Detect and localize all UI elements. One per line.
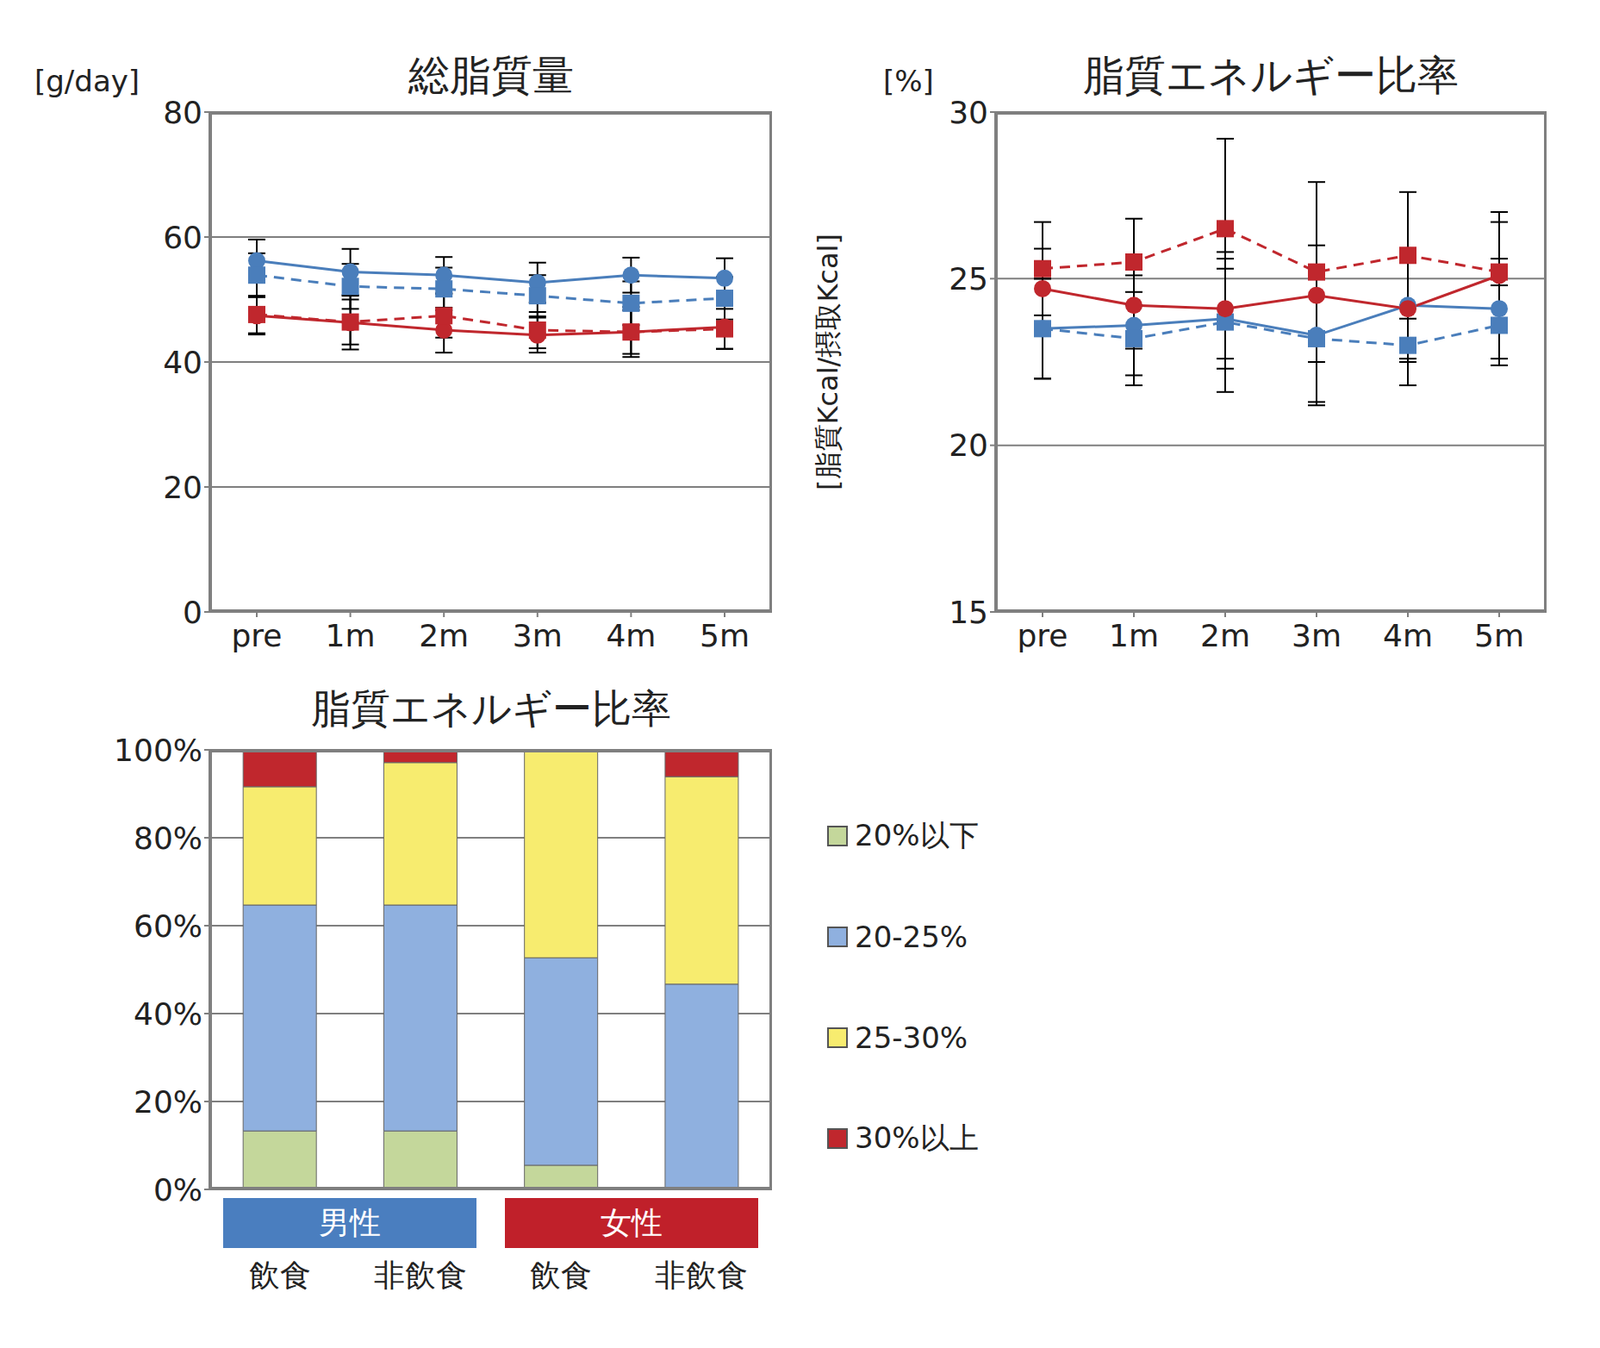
svg-text:1m: 1m	[325, 617, 376, 654]
html-text:脂質エネルギー比率: 脂質エネルギー比率	[310, 684, 671, 732]
svg-text:4m: 4m	[605, 617, 656, 654]
svg-text:80: 80	[162, 94, 203, 131]
html-text:脂質エネルギー比率: 脂質エネルギー比率	[1083, 50, 1459, 100]
svg-text:20: 20	[162, 469, 203, 505]
svg-text:20%: 20%	[133, 1083, 203, 1120]
svg-text:80%: 80%	[133, 820, 203, 856]
svg-text:40: 40	[162, 344, 203, 380]
svg-text:25: 25	[948, 261, 989, 297]
svg-text:非飲食: 非飲食	[373, 1257, 467, 1293]
svg-text:4m: 4m	[1382, 617, 1433, 654]
svg-text:60%: 60%	[133, 908, 203, 944]
svg-text:30: 30	[948, 94, 989, 131]
html-text:男性: 男性	[318, 1204, 382, 1240]
html-text:25-30%: 25-30%	[854, 1020, 968, 1055]
html-text:30%以上: 30%以上	[854, 1120, 979, 1155]
svg-text:15: 15	[948, 594, 989, 630]
svg-text:飲食: 飲食	[529, 1257, 592, 1293]
svg-text:60: 60	[162, 219, 203, 256]
svg-text:0%: 0%	[153, 1171, 203, 1208]
html-text:20%以下: 20%以下	[854, 817, 979, 853]
svg-text:非飲食: 非飲食	[654, 1257, 748, 1293]
svg-text:20: 20	[948, 427, 989, 463]
svg-text:pre: pre	[230, 617, 282, 654]
svg-text:0: 0	[182, 594, 203, 630]
svg-text:1m: 1m	[1108, 617, 1159, 654]
svg-text:5m: 5m	[1474, 617, 1525, 654]
svg-text:飲食: 飲食	[249, 1257, 312, 1293]
svg-text:100%: 100%	[113, 732, 203, 768]
html-text:[g/day]: [g/day]	[34, 63, 140, 99]
html-text:20-25%: 20-25%	[854, 919, 968, 954]
html-text:女性: 女性	[600, 1204, 663, 1240]
svg-text:3m: 3m	[512, 617, 563, 654]
svg-text:3m: 3m	[1291, 617, 1342, 654]
svg-text:2m: 2m	[418, 617, 469, 654]
svg-text:5m: 5m	[699, 617, 750, 654]
svg-text:40%: 40%	[133, 996, 203, 1032]
html-text:総脂質量: 総脂質量	[407, 50, 574, 100]
svg-text:pre: pre	[1016, 617, 1068, 654]
svg-text:2m: 2m	[1200, 617, 1251, 654]
svg-text:[脂質Kcal/摂取Kcal]: [脂質Kcal/摂取Kcal]	[811, 233, 845, 491]
